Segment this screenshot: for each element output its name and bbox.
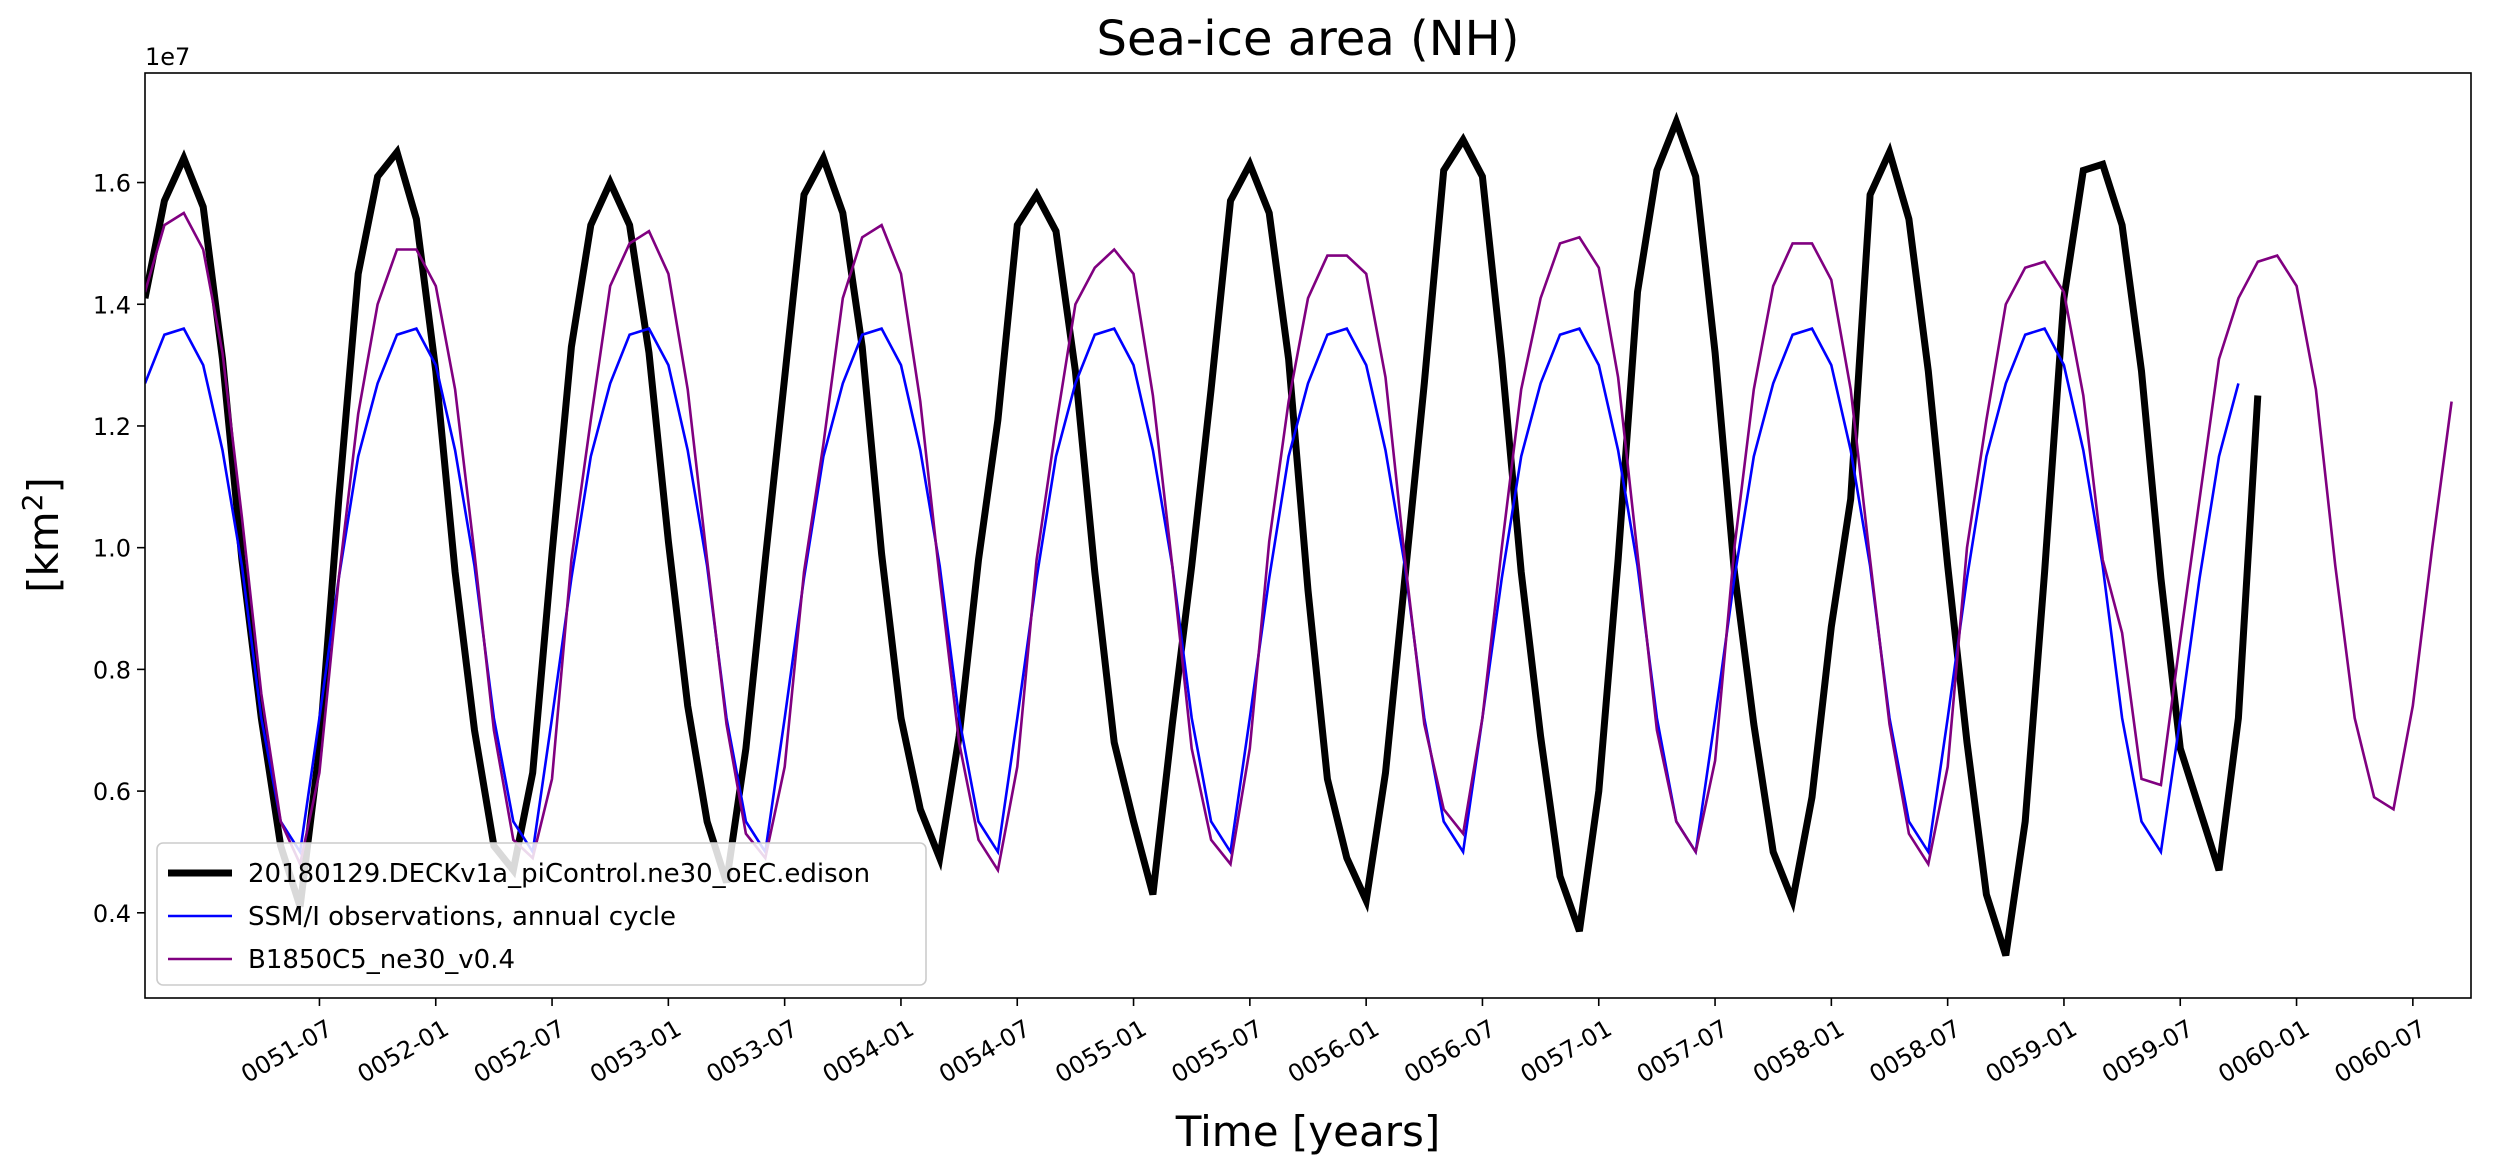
- chart-title: Sea-ice area (NH): [1097, 11, 1520, 67]
- x-tick-label: 0060-07: [2330, 1014, 2431, 1088]
- x-tick-label: 0059-01: [1981, 1014, 2082, 1088]
- y-tick-label: 0.8: [93, 656, 131, 684]
- x-tick-label: 0055-07: [1167, 1014, 1268, 1088]
- y-offset-label: 1e7: [145, 43, 190, 71]
- x-tick-label: 0053-01: [585, 1014, 686, 1088]
- x-tick-label: 0058-01: [1748, 1014, 1849, 1088]
- y-tick-label: 1.6: [93, 170, 131, 198]
- series-line-1: [145, 111, 2262, 957]
- x-tick-label: 0057-01: [1516, 1014, 1617, 1088]
- legend-label-2: SSM/I observations, annual cycle: [248, 902, 676, 932]
- x-tick-label: 0055-01: [1050, 1014, 1151, 1088]
- x-axis: 0051-07 0052-01 0052-07 0053-01 0053-07 0054-…: [236, 998, 2431, 1089]
- x-tick-label: 0056-07: [1399, 1014, 1500, 1088]
- y-tick-label: 1.4: [93, 291, 131, 319]
- legend: 20180129.DECKv1a_piControl.ne30_oEC.edis…: [156, 842, 927, 986]
- legend-label-3: B1850C5_ne30_v0.4: [248, 945, 515, 975]
- y-tick-label: 1.2: [93, 413, 131, 441]
- series-layer: [145, 111, 2453, 957]
- y-tick-label: 1.0: [93, 535, 131, 563]
- y-tick-label: 0.4: [93, 900, 131, 928]
- x-tick-label: 0056-01: [1283, 1014, 1384, 1088]
- x-tick-label: 0054-07: [934, 1014, 1035, 1088]
- y-axis-title: [km2]: [16, 477, 68, 593]
- y-tick-label: 0.6: [93, 778, 131, 806]
- y-axis-title-main: [km: [19, 511, 68, 593]
- legend-label-1: 20180129.DECKv1a_piControl.ne30_oEC.edis…: [248, 859, 870, 889]
- plot-frame: [144, 72, 2472, 999]
- legend-frame: [156, 842, 927, 986]
- x-tick-label: 0059-07: [2097, 1014, 2198, 1088]
- x-tick-label: 0057-07: [1632, 1014, 1733, 1088]
- x-tick-label: 0054-01: [818, 1014, 919, 1088]
- y-axis-title-superscript: 2: [16, 493, 49, 511]
- x-axis-title: Time [years]: [1175, 1107, 1441, 1156]
- x-tick-label: 0052-01: [353, 1014, 454, 1088]
- y-axis: 0.4 0.6 0.8 1.0 1.2 1.4 1.6: [93, 170, 145, 928]
- series-line-3: [145, 211, 2453, 874]
- x-tick-label: 0052-07: [469, 1014, 570, 1088]
- x-tick-label: 0058-07: [1865, 1014, 1966, 1088]
- x-tick-label: 0053-07: [702, 1014, 803, 1088]
- x-tick-label: 0051-07: [236, 1014, 337, 1088]
- y-axis-title-close: ]: [19, 477, 68, 493]
- x-tick-label: 0060-01: [2214, 1014, 2315, 1088]
